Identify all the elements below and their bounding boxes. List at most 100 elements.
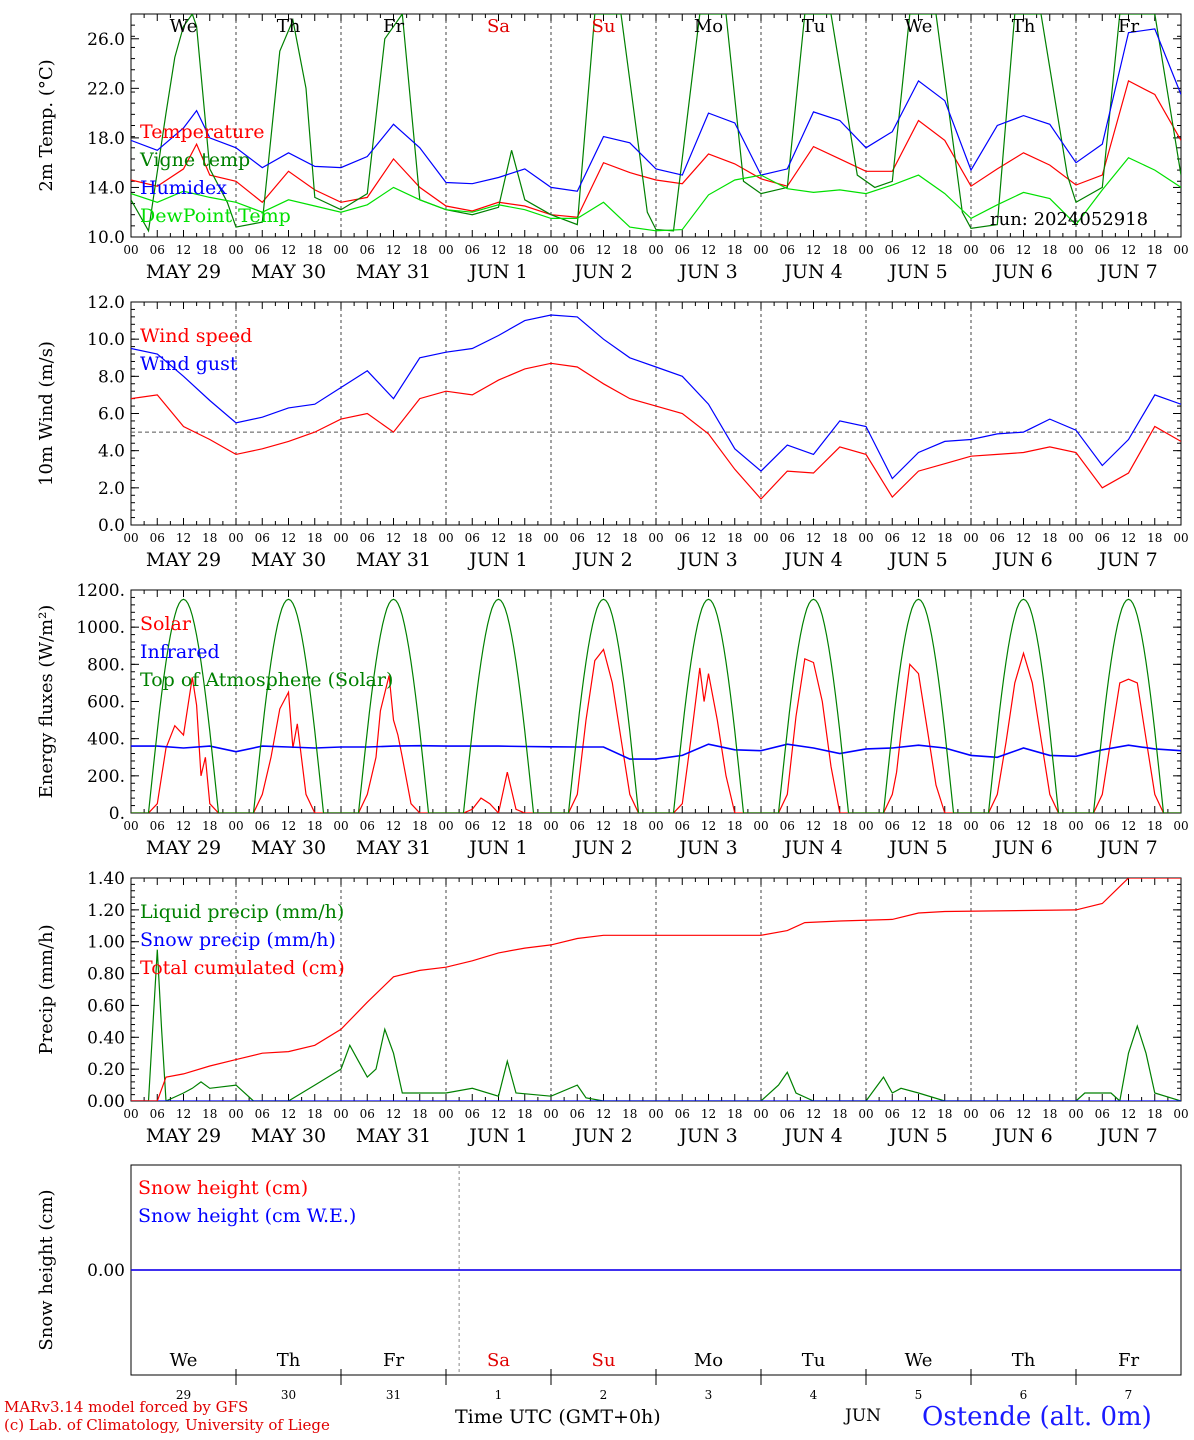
y-tick-label: 12.0 <box>87 293 125 313</box>
hour-tick-label: 12 <box>596 1107 611 1121</box>
date-label: JUN 7 <box>1097 261 1157 283</box>
y-tick-label: 1000. <box>76 618 125 638</box>
hour-tick-label: 06 <box>150 243 165 257</box>
hour-tick-label: 06 <box>360 819 375 833</box>
series-line-2 <box>131 878 1181 1101</box>
date-label: MAY 30 <box>251 549 326 571</box>
hour-tick-label: 12 <box>176 819 191 833</box>
hour-tick-label: 00 <box>963 243 978 257</box>
date-label: MAY 30 <box>251 837 326 859</box>
hour-tick-label: 18 <box>832 819 847 833</box>
hour-tick-label: 00 <box>228 243 243 257</box>
hour-tick-label: 00 <box>333 243 348 257</box>
hour-tick-label: 12 <box>386 819 401 833</box>
hour-tick-label: 00 <box>1068 1107 1083 1121</box>
date-label: MAY 31 <box>356 1125 431 1147</box>
hour-tick-label: 06 <box>570 819 585 833</box>
hour-tick-label: 06 <box>360 531 375 545</box>
weekday-label-bottom: Th <box>1012 1350 1036 1371</box>
date-label: JUN 5 <box>887 1125 947 1147</box>
hour-tick-label: 12 <box>596 819 611 833</box>
hour-tick-label: 12 <box>386 531 401 545</box>
weekday-label-bottom: We <box>905 1350 933 1371</box>
hour-tick-label: 18 <box>622 531 637 545</box>
hour-tick-label: 18 <box>937 531 952 545</box>
hour-tick-label: 06 <box>150 1107 165 1121</box>
hour-tick-label: 12 <box>1121 243 1136 257</box>
legend-entry: Snow height (cm W.E.) <box>138 1205 356 1227</box>
date-label: MAY 31 <box>356 549 431 571</box>
y-tick-label: 1.40 <box>87 869 125 889</box>
hour-tick-label: 00 <box>753 819 768 833</box>
hour-tick-label: 18 <box>937 243 952 257</box>
hour-tick-label: 12 <box>911 819 926 833</box>
legend-entry: Humidex <box>140 177 227 199</box>
hour-tick-label: 06 <box>465 1107 480 1121</box>
weekday-label-top: Th <box>1012 16 1036 37</box>
hour-tick-label: 12 <box>176 243 191 257</box>
y-tick-label: 200. <box>87 767 125 787</box>
hour-tick-label: 06 <box>885 243 900 257</box>
hour-tick-label: 06 <box>990 1107 1005 1121</box>
hour-tick-label: 00 <box>543 819 558 833</box>
weekday-label-top: Mo <box>694 16 723 37</box>
day-number-label: 29 <box>176 1388 191 1402</box>
y-tick-label: 0.80 <box>87 965 125 985</box>
legend-entry: Snow height (cm) <box>138 1177 308 1199</box>
model-line: MARv3.14 model forced by GFS <box>4 1398 249 1416</box>
hour-tick-label: 18 <box>202 1107 217 1121</box>
hour-tick-label: 06 <box>570 531 585 545</box>
hour-tick-label: 00 <box>858 531 873 545</box>
date-label: MAY 31 <box>356 261 431 283</box>
hour-tick-label: 00 <box>123 243 138 257</box>
date-label: JUN 7 <box>1097 837 1157 859</box>
date-label: MAY 29 <box>146 261 221 283</box>
y-tick-label: 1.20 <box>87 901 125 921</box>
y-axis-title: 2m Temp. (°C) <box>36 59 57 191</box>
hour-tick-label: 06 <box>1095 531 1110 545</box>
weekday-label-top: Sa <box>487 16 510 37</box>
legend-entry: Snow precip (mm/h) <box>140 929 336 951</box>
date-label: MAY 29 <box>146 837 221 859</box>
day-number-label: 30 <box>281 1388 296 1402</box>
hour-tick-label: 00 <box>1173 243 1188 257</box>
hour-tick-label: 00 <box>543 531 558 545</box>
date-label: JUN 6 <box>992 1125 1052 1147</box>
date-label: JUN 3 <box>677 837 737 859</box>
hour-tick-label: 00 <box>333 531 348 545</box>
weekday-label-bottom: Sa <box>487 1350 510 1371</box>
date-label: JUN 6 <box>992 549 1052 571</box>
hour-tick-label: 06 <box>255 819 270 833</box>
hour-tick-label: 18 <box>1042 531 1057 545</box>
hour-tick-label: 00 <box>333 819 348 833</box>
hour-tick-label: 00 <box>963 531 978 545</box>
hour-tick-label: 06 <box>570 243 585 257</box>
hour-tick-label: 00 <box>753 1107 768 1121</box>
hour-tick-label: 18 <box>517 819 532 833</box>
hour-tick-label: 18 <box>412 531 427 545</box>
hour-tick-label: 12 <box>701 1107 716 1121</box>
hour-tick-label: 18 <box>307 531 322 545</box>
hour-tick-label: 06 <box>990 819 1005 833</box>
hour-tick-label: 00 <box>753 243 768 257</box>
legend-entry: Liquid precip (mm/h) <box>140 901 344 923</box>
hour-tick-label: 18 <box>1042 243 1057 257</box>
hour-tick-label: 06 <box>570 1107 585 1121</box>
date-label: MAY 31 <box>356 837 431 859</box>
month-label: JUN <box>845 1406 882 1426</box>
weekday-label-bottom: Tu <box>802 1350 826 1371</box>
date-label: JUN 3 <box>677 261 737 283</box>
hour-tick-label: 00 <box>1173 531 1188 545</box>
date-label: JUN 4 <box>782 1125 842 1147</box>
hour-tick-label: 12 <box>806 1107 821 1121</box>
hour-tick-label: 18 <box>832 1107 847 1121</box>
hour-tick-label: 12 <box>281 243 296 257</box>
hour-tick-label: 00 <box>123 531 138 545</box>
panel-frame <box>130 301 1182 526</box>
hour-tick-label: 00 <box>858 243 873 257</box>
series-line-1 <box>131 743 1181 760</box>
hour-tick-label: 12 <box>1121 531 1136 545</box>
hour-tick-label: 00 <box>648 243 663 257</box>
hour-tick-label: 00 <box>963 1107 978 1121</box>
y-tick-label: 14.0 <box>87 178 125 198</box>
